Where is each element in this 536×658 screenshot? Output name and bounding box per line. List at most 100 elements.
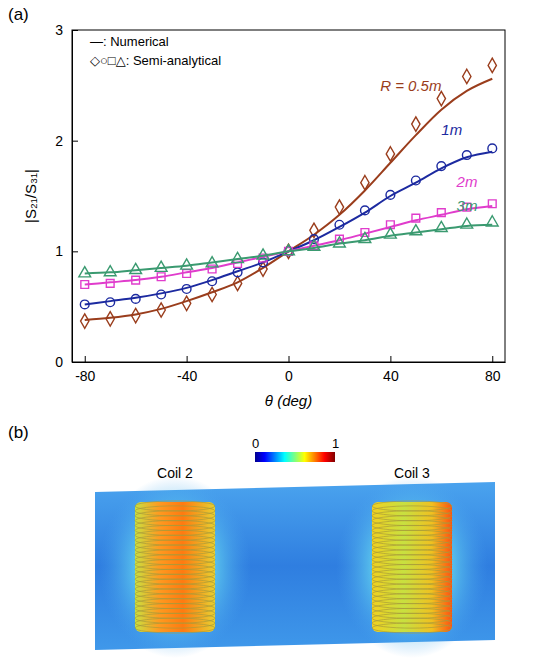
y-axis: 0 1 2 3 (55, 22, 78, 370)
semi-analytical-marker (361, 206, 370, 215)
colorbar-axis-line (256, 452, 336, 453)
semi-analytical-marker (81, 281, 89, 289)
semi-analytical-marker (106, 312, 114, 326)
colorbar (255, 452, 335, 462)
semi-analytical-marker (157, 273, 165, 281)
numerical-line (85, 225, 493, 274)
semi-analytical-marker (412, 117, 420, 131)
numerical-line (85, 79, 493, 320)
semi-analytical-marker (308, 240, 320, 250)
semi-analytical-marker (132, 308, 140, 322)
y-tick: 0 (55, 354, 78, 370)
colorbar-axis: 01 (252, 436, 339, 453)
semi-analytical-marker (461, 218, 473, 228)
legend: —: Numerical ◇○□△: Semi-analytical (90, 34, 221, 68)
semi-analytical-marker (157, 303, 165, 317)
x-tick: -40 (177, 356, 197, 384)
y-tick-mark (72, 141, 78, 142)
field-halo (99, 476, 251, 658)
semi-analytical-marker (106, 298, 115, 307)
semi-analytical-marker (462, 151, 471, 160)
plot-area (79, 58, 498, 328)
panel-letter: (b) (8, 423, 29, 442)
legend-entry: ◇○□△: Semi-analytical (90, 53, 221, 68)
coil-core (372, 502, 452, 632)
semi-analytical-marker (463, 69, 471, 83)
y-tick-label: 2 (55, 133, 63, 149)
x-tick: 0 (285, 356, 293, 384)
numerical-line (85, 152, 493, 305)
semi-analytical-marker (233, 268, 242, 277)
figure: (a)-80-40040800123θ (deg)|S₂₁/S₃₁|R = 0.… (0, 0, 536, 658)
semi-analytical-marker (334, 237, 346, 247)
x-axis: -80 -40 0 40 80 (73, 356, 506, 384)
semi-analytical-marker (132, 276, 140, 284)
series-label: R = 0.5m (380, 77, 441, 94)
semi-analytical-marker (182, 296, 190, 310)
x-tick-mark (289, 356, 290, 362)
colorbar-tick: 1 (332, 436, 339, 452)
semi-analytical-marker (410, 225, 422, 235)
semi-analytical-marker (106, 280, 114, 288)
semi-analytical-marker (234, 260, 242, 268)
semi-analytical-marker (361, 176, 369, 190)
numerical-line (85, 206, 493, 285)
semi-analytical-marker (488, 200, 496, 208)
y-axis-line (72, 31, 73, 363)
x-tick: 80 (485, 356, 501, 384)
y-tick-mark (72, 251, 78, 252)
semi-analytical-marker (155, 261, 167, 271)
x-tick-label: 0 (285, 368, 293, 384)
semi-analytical-marker (488, 58, 496, 72)
x-tick-label: -80 (75, 368, 95, 384)
x-tick-label: 80 (485, 368, 501, 384)
semi-analytical-marker (182, 285, 191, 294)
y-tick: 2 (55, 133, 78, 149)
coil-turn (372, 623, 452, 633)
semi-analytical-marker (104, 266, 116, 276)
semi-analytical-marker (437, 209, 445, 217)
coil-label: Coil 3 (394, 465, 430, 481)
semi-analytical-marker (359, 232, 371, 242)
semi-analytical-marker (386, 147, 394, 161)
semi-analytical-marker (257, 249, 269, 259)
y-tick-label: 3 (55, 22, 63, 38)
x-tick: -80 (75, 356, 95, 384)
x-axis-title: θ (deg) (265, 392, 312, 409)
y-tick: 3 (55, 22, 78, 38)
colorbar-tick: 0 (252, 436, 259, 452)
y-tick: 1 (55, 243, 78, 259)
semi-analytical-marker (157, 290, 166, 299)
y-tick-label: 1 (55, 243, 63, 259)
x-tick-label: -40 (177, 368, 197, 384)
semi-analytical-marker (384, 228, 396, 238)
field-plate (95, 482, 495, 650)
colorbar-tick-label: 1 (332, 436, 339, 451)
semi-analytical-marker (386, 191, 395, 200)
series-label: 2m (456, 173, 478, 190)
semi-analytical-marker (435, 221, 447, 231)
semi-analytical-marker (130, 263, 142, 273)
colorbar-tick-label: 0 (252, 436, 259, 451)
semi-analytical-marker (232, 252, 244, 262)
semi-analytical-marker (233, 276, 241, 290)
semi-analytical-marker (412, 214, 420, 222)
semi-analytical-marker (131, 295, 140, 304)
legend-entry: —: Numerical (90, 34, 169, 49)
semi-analytical-marker (486, 216, 498, 226)
semi-analytical-marker (283, 245, 295, 255)
semi-analytical-marker (79, 267, 91, 277)
semi-analytical-marker (183, 270, 191, 278)
y-tick-mark (72, 362, 78, 363)
x-tick-label: 40 (383, 368, 399, 384)
x-tick-mark (85, 356, 86, 362)
semi-analytical-marker (488, 144, 497, 153)
panel-letter: (a) (8, 5, 29, 24)
series-label: 1m (441, 121, 462, 138)
x-axis-line (73, 362, 506, 363)
semi-analytical-marker (81, 314, 89, 328)
x-tick-mark (390, 356, 391, 362)
semi-analytical-marker (335, 200, 343, 214)
x-tick-mark (187, 356, 188, 362)
x-tick: 40 (383, 356, 399, 384)
